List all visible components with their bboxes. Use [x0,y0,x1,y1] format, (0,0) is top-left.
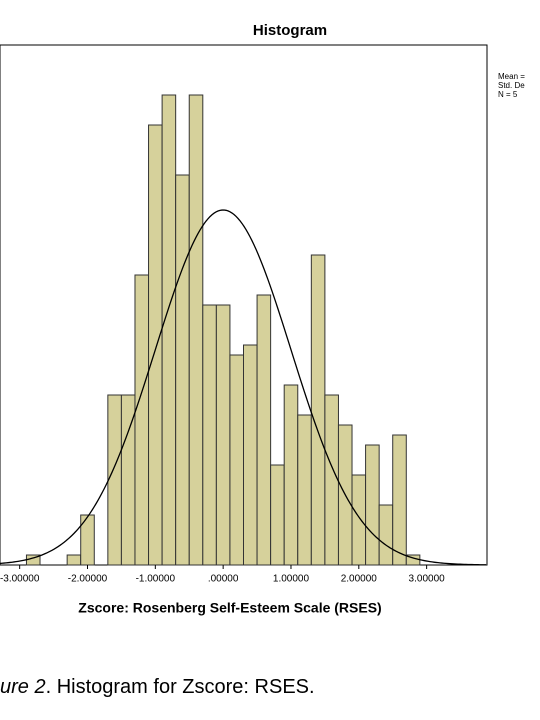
x-tick-label: -1.00000 [136,574,176,585]
bar [175,174,190,566]
bar [283,384,299,566]
bar [148,124,163,566]
bar [392,434,407,566]
legend-text: Std. De [498,81,525,90]
bar [324,394,339,566]
bar [365,444,380,566]
legend-text: N = 5 [498,90,518,99]
bar [229,354,244,566]
bar [66,554,82,566]
x-tick-label: 1.00000 [273,574,310,585]
legend-text: Mean = [498,72,525,81]
bar [215,304,231,566]
bar [188,94,204,566]
x-tick-label: -3.00000 [0,574,40,585]
chart-title: Histogram [253,22,327,39]
normal-curve [0,209,487,566]
bar [161,94,177,566]
bar [270,464,285,566]
bar [202,304,217,566]
caption-label: ure 2 [0,676,46,698]
x-tick-label: -2.00000 [68,574,108,585]
x-tick-label: 3.00000 [409,574,446,585]
caption-text: . Histogram for Zscore: RSES. [46,676,315,698]
bar [134,274,150,566]
bar [256,294,272,566]
bar [107,394,122,566]
x-axis-label: Zscore: Rosenberg Self-Esteem Scale (RSE… [78,600,381,616]
caption: ure 2. Histogram for Zscore: RSES. [0,676,315,698]
bar [297,414,312,566]
bar [378,504,394,566]
bar [351,474,367,566]
bar [120,394,136,566]
x-tick-label: .00000 [208,574,239,585]
bar [310,254,326,566]
bar [243,344,258,566]
x-tick-label: 2.00000 [341,574,378,585]
